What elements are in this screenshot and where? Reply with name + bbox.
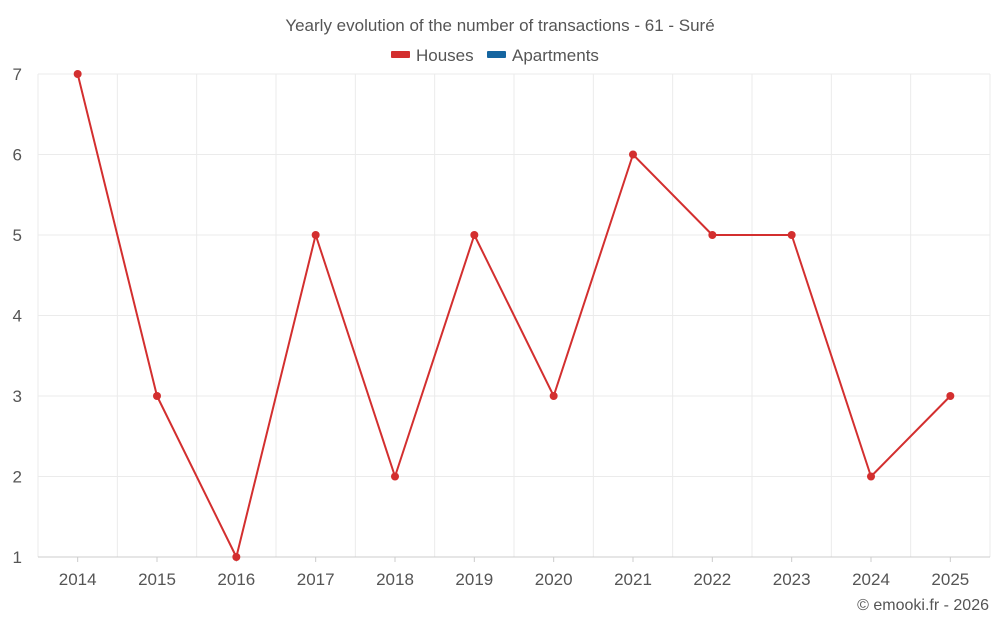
data-point-houses-2015[interactable] bbox=[153, 392, 161, 400]
x-tick-label: 2016 bbox=[217, 570, 255, 589]
x-tick-label: 2025 bbox=[931, 570, 969, 589]
chart-title: Yearly evolution of the number of transa… bbox=[285, 16, 714, 35]
y-tick-label: 7 bbox=[13, 65, 22, 84]
footer-credit: © emooki.fr - 2026 bbox=[857, 597, 989, 614]
series-line-houses bbox=[76, 73, 952, 558]
data-point-houses-2021[interactable] bbox=[629, 150, 637, 159]
legend-label-apartments: Apartments bbox=[512, 46, 599, 65]
data-point-houses-2019[interactable] bbox=[470, 231, 479, 239]
data-point-houses-2022[interactable] bbox=[708, 231, 717, 239]
x-tick-label: 2022 bbox=[693, 570, 731, 589]
x-tick-label: 2017 bbox=[297, 570, 335, 589]
y-tick-label: 4 bbox=[13, 307, 22, 326]
legend-label-houses: Houses bbox=[416, 46, 474, 65]
x-tick-label: 2020 bbox=[535, 570, 573, 589]
data-point-houses-2024[interactable] bbox=[867, 472, 875, 481]
legend-item-houses[interactable]: Houses bbox=[391, 46, 474, 65]
data-point-houses-2014[interactable] bbox=[73, 70, 82, 78]
x-tick-label: 2015 bbox=[138, 570, 176, 589]
legend: Houses Apartments bbox=[391, 46, 599, 65]
legend-swatch-houses bbox=[391, 51, 410, 58]
data-point-houses-2023[interactable] bbox=[787, 231, 796, 239]
x-tick-label: 2014 bbox=[59, 570, 97, 589]
x-tick-label: 2023 bbox=[773, 570, 811, 589]
x-tick-label: 2024 bbox=[852, 570, 890, 589]
data-point-houses-2025[interactable] bbox=[946, 392, 955, 400]
x-tick-label: 2019 bbox=[455, 570, 493, 589]
data-point-houses-2020[interactable] bbox=[549, 392, 558, 400]
data-point-houses-2017[interactable] bbox=[311, 231, 320, 239]
axes: 1 2 3 4 5 6 7 2014 2015 2016 2017 2018 2019 2020 2021 2… bbox=[13, 65, 990, 589]
grid bbox=[37, 73, 991, 557]
legend-item-apartments[interactable]: Apartments bbox=[487, 46, 599, 65]
x-tick-label: 2021 bbox=[614, 570, 652, 589]
y-tick-label: 1 bbox=[13, 548, 22, 567]
y-tick-label: 3 bbox=[13, 387, 22, 406]
y-tick-label: 6 bbox=[13, 146, 22, 165]
y-tick-label: 5 bbox=[13, 226, 22, 245]
series bbox=[73, 70, 955, 561]
legend-swatch-apartments bbox=[487, 51, 506, 58]
data-point-houses-2016[interactable] bbox=[232, 553, 241, 561]
x-tick-label: 2018 bbox=[376, 570, 414, 589]
y-tick-label: 2 bbox=[13, 468, 22, 487]
data-point-houses-2018[interactable] bbox=[391, 472, 399, 481]
